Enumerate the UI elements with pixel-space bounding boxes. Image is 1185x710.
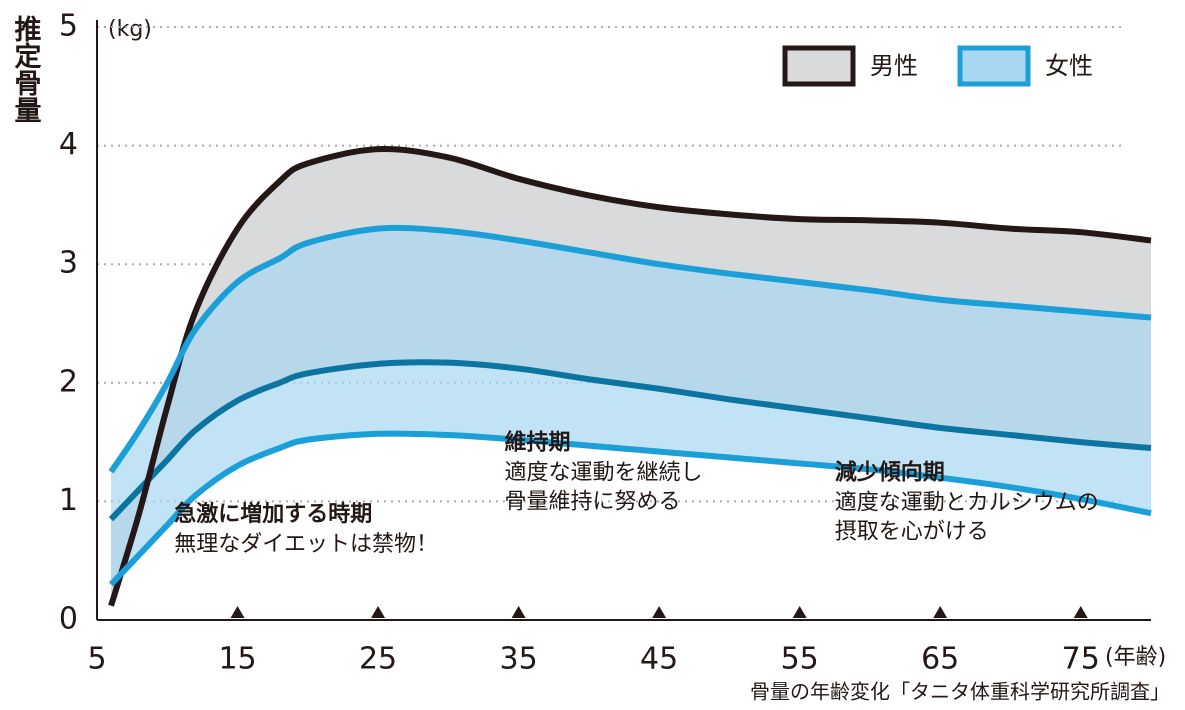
- y-tick-label: 3: [59, 246, 78, 281]
- annotation-title: 急激に増加する時期: [174, 501, 372, 527]
- x-tick-triangle: [933, 606, 948, 618]
- annotation-text: 適度な運動とカルシウムの: [835, 490, 1099, 515]
- y-tick-label: 2: [59, 364, 78, 399]
- x-tick-label: 15: [218, 642, 256, 677]
- annotation-title: 減少傾向期: [835, 459, 945, 485]
- x-tick-label: 75: [1062, 642, 1100, 677]
- legend-swatch: [782, 45, 856, 87]
- annotation-text: 適度な運動を継続し: [505, 461, 703, 486]
- annotation-title: 維持期: [505, 430, 571, 456]
- band-lower-line: [108, 430, 1152, 587]
- source: 骨量の年齢変化「タニタ体重科学研究所調査」: [750, 680, 1170, 704]
- band-upper-line: [108, 224, 1152, 474]
- x-tick-triangle: [1073, 606, 1088, 618]
- x-tick-triangle: [792, 606, 807, 618]
- x-tick-label: 5: [87, 642, 106, 677]
- x-tick-triangle: [230, 606, 245, 618]
- y-tick-label: 5: [59, 9, 78, 44]
- annotation-text: 骨量維持に努める: [505, 490, 681, 515]
- x-tick-triangle: [652, 606, 667, 618]
- x-tick-label: 55: [781, 642, 819, 677]
- y-tick-label: 1: [59, 483, 78, 518]
- x-tick-label: 35: [500, 642, 538, 677]
- band-fill: [111, 227, 1151, 585]
- y-tick-label: 4: [59, 127, 78, 162]
- legend-label: 女性: [1045, 52, 1093, 80]
- legend-swatch: [957, 45, 1031, 87]
- band-upper-line: [108, 146, 1152, 607]
- y-axis-label: 推定骨量: [10, 15, 42, 123]
- x-tick-label: 25: [359, 642, 397, 677]
- x-tick-triangle: [371, 606, 386, 618]
- annotation-text: 無理なダイエットは禁物！: [174, 532, 438, 557]
- legend-label: 男性: [870, 52, 918, 80]
- x-tick-triangle: [511, 606, 526, 618]
- y-unit: (kg): [108, 17, 152, 42]
- x-tick-label: 65: [921, 642, 959, 677]
- y-tick-label: 0: [59, 602, 78, 637]
- annotation-text: 摂取を心がける: [835, 519, 989, 544]
- x-tick-label: 45: [640, 642, 678, 677]
- x-unit: (年齢): [1105, 645, 1166, 670]
- band-lower-line: [108, 359, 1152, 522]
